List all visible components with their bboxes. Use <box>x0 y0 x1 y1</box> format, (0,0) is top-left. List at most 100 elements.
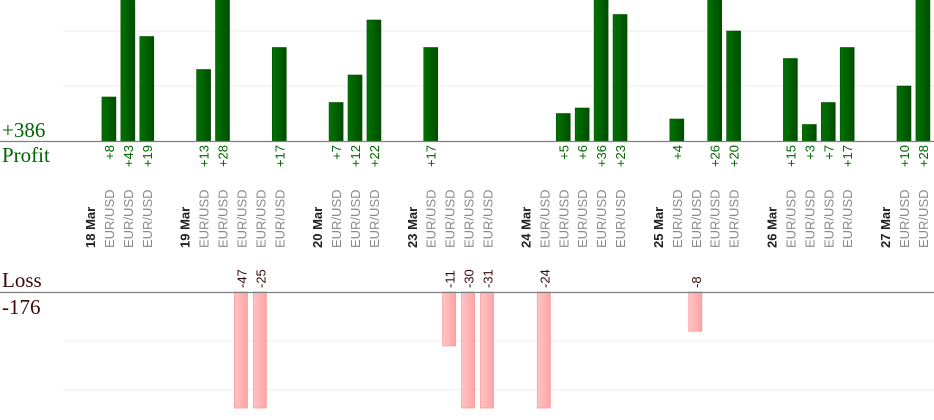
date-label: 24 Mar <box>518 207 533 248</box>
date-label: 27 Mar <box>878 207 893 248</box>
symbol-label: EUR/USD <box>783 189 798 248</box>
symbol-label: EUR/USD <box>102 189 117 248</box>
symbol-label: EUR/USD <box>897 189 912 248</box>
symbol-label: EUR/USD <box>140 189 155 248</box>
symbol-label: EUR/USD <box>348 189 363 248</box>
profit-value-label: +13 <box>197 145 212 167</box>
profit-value-label: +17 <box>840 145 855 167</box>
loss-value-label: -30 <box>462 269 477 288</box>
profit-value-label: +15 <box>783 145 798 167</box>
profit-value-label: +4 <box>670 145 685 160</box>
symbol-label: EUR/USD <box>253 189 268 248</box>
profit-value-label: +6 <box>575 145 590 160</box>
profit-bar <box>366 19 382 142</box>
symbol-label: EUR/USD <box>556 189 571 248</box>
profit-bar <box>574 107 590 142</box>
loss-value-label: -47 <box>234 269 249 288</box>
symbol-label: EUR/USD <box>462 189 477 248</box>
profit-bar <box>555 113 571 142</box>
profit-value-label: +26 <box>708 145 723 167</box>
loss-value-label: -25 <box>253 269 268 288</box>
profit-bar <box>423 47 439 142</box>
symbol-label: EUR/USD <box>689 189 704 248</box>
symbol-label: EUR/USD <box>670 189 685 248</box>
profit-value-label: +7 <box>329 145 344 160</box>
symbol-label: EUR/USD <box>234 189 249 248</box>
profit-value-label: +22 <box>367 145 382 167</box>
date-label: 26 Mar <box>764 207 779 248</box>
loss-value-label: -31 <box>481 269 496 288</box>
loss-bar <box>688 291 703 332</box>
loss-bar <box>234 291 248 409</box>
symbol-label: EUR/USD <box>802 189 817 248</box>
profit-bar <box>707 0 722 142</box>
symbol-label: EUR/USD <box>443 189 458 248</box>
profit-bar <box>593 0 609 142</box>
date-label: 20 Mar <box>310 207 325 248</box>
profit-bar <box>271 47 287 142</box>
profit-bar <box>915 0 931 142</box>
profit-label: Profit <box>2 143 50 167</box>
profit-value-label: +28 <box>916 145 931 167</box>
profit-bar <box>783 58 798 142</box>
symbol-label: EUR/USD <box>272 189 287 248</box>
symbol-label: EUR/USD <box>537 189 552 248</box>
profit-bar <box>215 0 230 142</box>
profit-value-label: +8 <box>102 145 117 160</box>
profit-value-label: +36 <box>594 145 609 167</box>
profit-bar <box>139 36 155 142</box>
symbol-label: EUR/USD <box>594 189 609 248</box>
date-label: 19 Mar <box>178 207 193 248</box>
profit-value-label: +12 <box>348 145 363 167</box>
profit-value-label: +19 <box>140 145 155 167</box>
symbol-label: EUR/USD <box>575 189 590 248</box>
loss-bar <box>461 291 476 409</box>
profit-bar <box>120 0 136 142</box>
symbol-label: EUR/USD <box>708 189 723 248</box>
symbol-label: EUR/USD <box>481 189 496 248</box>
symbol-label: EUR/USD <box>727 189 742 248</box>
symbol-label: EUR/USD <box>197 189 212 248</box>
profit-bar <box>820 102 836 142</box>
profit-bar <box>347 74 363 142</box>
profit-value-label: +17 <box>272 145 287 167</box>
loss-value-label: -24 <box>537 269 552 288</box>
profit-value-label: +43 <box>121 145 136 167</box>
profit-value-label: +20 <box>727 145 742 167</box>
profit-bar <box>669 118 685 142</box>
profit-value-label: +3 <box>802 145 817 160</box>
profit-bar <box>612 14 628 142</box>
symbol-label: EUR/USD <box>424 189 439 248</box>
symbol-label: EUR/USD <box>821 189 836 248</box>
profit-value-label: +28 <box>216 145 231 167</box>
loss-bar <box>442 291 457 347</box>
loss-value-label: -8 <box>689 276 704 288</box>
loss-bar <box>536 291 551 409</box>
profit-value-label: +23 <box>613 145 628 167</box>
profit-value-label: +5 <box>556 145 571 160</box>
profit-bar <box>328 102 344 142</box>
symbol-label: EUR/USD <box>916 189 931 248</box>
loss-value-label: -11 <box>443 270 458 288</box>
profit-value-label: +7 <box>821 145 836 160</box>
profit-bar <box>726 30 741 142</box>
loss-total: -176 <box>2 295 41 319</box>
date-label: 23 Mar <box>405 207 420 248</box>
profit-bar <box>196 69 211 142</box>
profit-value-label: +17 <box>424 145 439 167</box>
symbol-label: EUR/USD <box>216 189 231 248</box>
date-label: 25 Mar <box>651 207 666 248</box>
symbol-label: EUR/USD <box>121 189 136 248</box>
profit-value-label: +10 <box>897 145 912 167</box>
symbol-label: EUR/USD <box>367 189 382 248</box>
date-label: 18 Mar <box>83 207 98 248</box>
loss-label: Loss <box>2 268 42 292</box>
loss-bar <box>480 291 494 409</box>
profit-bar <box>802 124 817 142</box>
loss-bar <box>252 291 267 409</box>
profit-bar <box>839 47 855 142</box>
symbol-label: EUR/USD <box>329 189 344 248</box>
symbol-label: EUR/USD <box>840 189 855 248</box>
profit-bar <box>896 85 912 142</box>
